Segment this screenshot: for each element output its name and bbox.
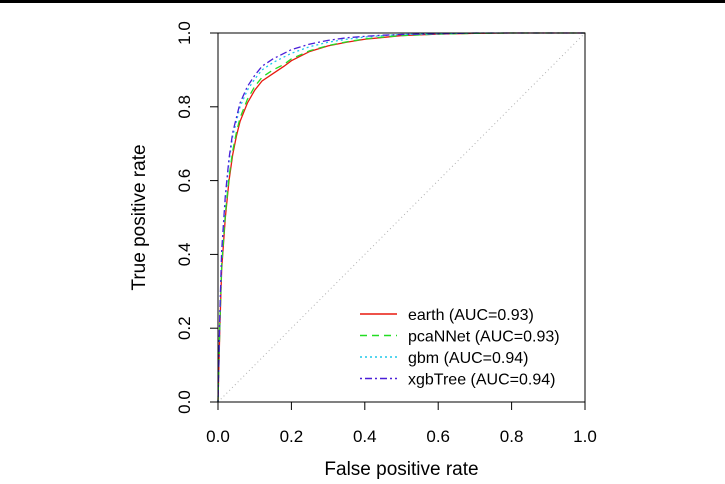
y-tick-label: 0.8 <box>175 95 194 119</box>
legend: earth (AUC=0.93) pcaNNet (AUC=0.93) gbm (A… <box>360 307 560 389</box>
roc-series-3 <box>217 32 585 403</box>
series-layer <box>217 32 585 403</box>
reference-diagonal <box>217 32 586 403</box>
x-axis-title: False positive rate <box>324 459 478 480</box>
x-axis: 0.0 0.2 0.4 0.6 0.8 1.0 <box>206 401 597 446</box>
y-axis-title: True positive rate <box>129 144 150 290</box>
legend-label-2: gbm (AUC=0.94) <box>408 350 529 367</box>
y-tick-label: 1.0 <box>175 21 194 45</box>
y-tick-label: 0.6 <box>175 169 194 193</box>
x-tick-label: 0.2 <box>280 427 304 446</box>
top-rule <box>0 0 725 3</box>
legend-label-3: xgbTree (AUC=0.94) <box>408 372 555 389</box>
x-tick-label: 1.0 <box>573 427 597 446</box>
x-tick-label: 0.8 <box>500 427 524 446</box>
y-tick-label: 0.2 <box>175 316 194 340</box>
x-tick-label: 0.0 <box>206 427 230 446</box>
x-tick-label: 0.6 <box>426 427 450 446</box>
legend-label-0: earth (AUC=0.93) <box>408 307 534 324</box>
x-tick-label: 0.4 <box>353 427 377 446</box>
y-axis: 0.0 0.2 0.4 0.6 0.8 1.0 <box>175 21 219 414</box>
y-tick-label: 0.0 <box>175 390 194 414</box>
y-tick-label: 0.4 <box>175 243 194 267</box>
reference-layer <box>217 32 586 403</box>
legend-label-1: pcaNNet (AUC=0.93) <box>408 329 560 346</box>
